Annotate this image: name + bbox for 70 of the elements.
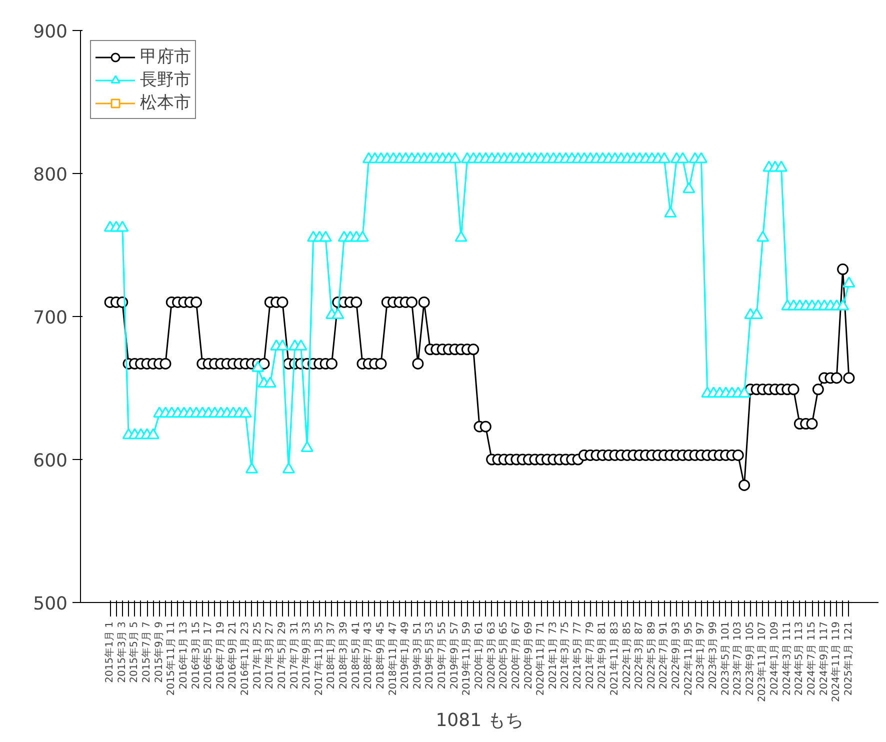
x-tick-label: 2020年1月 61 (473, 621, 485, 690)
x-tick-label: 2024年5月 113 (793, 622, 806, 696)
x-tick-label: 2016年9月 21 (226, 621, 239, 690)
x-tick-label: 2016年5月 17 (202, 621, 214, 690)
x-tick-label: 2019年9月 57 (448, 621, 460, 690)
x-tick-label: 2018年1月 37 (325, 621, 338, 690)
x-axis-title: 1081 もち (436, 710, 524, 731)
x-tick-label: 2018年11月 47 (386, 622, 399, 696)
x-tick-label: 2017年5月 29 (276, 621, 288, 690)
x-tick-label: 2018年7月 43 (362, 621, 374, 690)
x-tick-label: 2021年11月 83 (608, 622, 620, 696)
x-tick-label: 2020年3月 63 (485, 621, 498, 690)
x-tick-label: 2024年11月 119 (830, 621, 842, 702)
legend-label: 松本市 (140, 92, 191, 114)
x-tick-label: 2019年7月 55 (436, 621, 448, 690)
x-tick-label: 2018年3月 39 (338, 621, 350, 690)
x-tick-label: 2020年5月 65 (498, 621, 510, 690)
x-tick-label: 2017年7月 31 (288, 621, 300, 690)
y-tick-label: 700 (33, 308, 68, 328)
x-tick-label: 2021年7月 79 (584, 621, 596, 690)
x-tick-label: 2021年9月 81 (596, 621, 608, 690)
x-tick-label: 2019年1月 49 (399, 621, 412, 690)
x-tick-label: 2020年11月 71 (534, 622, 547, 696)
x-tick-label: 2020年7月 67 (510, 621, 522, 690)
x-tick-label: 2023年9月 105 (744, 622, 756, 696)
x-tick-label: 2016年7月 19 (214, 621, 226, 690)
x-tick-label: 2019年3月 51 (411, 621, 424, 690)
x-tick-label: 2022年1月 85 (620, 621, 633, 690)
x-tick-label: 2018年5月 41 (350, 621, 362, 690)
x-tick-label: 2022年5月 89 (645, 621, 658, 690)
x-tick-label: 2023年3月 99 (706, 621, 719, 690)
x-tick-label: 2015年9月 9 (152, 621, 165, 683)
x-tick-label: 2022年3月 87 (633, 621, 646, 690)
x-tick-label: 2023年7月 103 (732, 622, 744, 696)
legend-label: 長野市 (140, 69, 191, 91)
x-tick-label: 2024年3月 111 (780, 622, 793, 696)
x-tick-label: 2019年5月 53 (424, 621, 436, 690)
x-tick-label: 2016年3月 15 (190, 621, 202, 690)
x-tick-label: 2015年1月 1 (104, 621, 116, 683)
x-tick-label: 2018年9月 45 (374, 621, 386, 690)
x-tick-label: 2023年1月 97 (694, 621, 707, 690)
x-tick-label: 2023年5月 101 (719, 622, 732, 696)
x-tick-label: 2024年9月 117 (818, 622, 830, 696)
y-tick-label: 800 (33, 164, 68, 186)
y-tick-label: 600 (33, 450, 68, 472)
x-tick-label: 2015年5月 5 (128, 621, 140, 683)
x-tick-label: 2022年7月 91 (658, 621, 670, 690)
x-tick-label: 2017年11月 35 (312, 622, 325, 696)
x-tick-label: 2025年1月 121 (842, 622, 854, 696)
x-tick-label: 2023年11月 107 (756, 621, 768, 702)
legend-label: 甲府市 (140, 46, 191, 68)
x-tick-label: 2024年7月 115 (806, 622, 818, 696)
y-tick-label: 500 (33, 594, 68, 614)
x-tick-label: 2016年1月 13 (177, 621, 190, 690)
x-tick-label: 2021年5月 77 (572, 621, 584, 690)
x-tick-label: 2021年1月 73 (546, 621, 559, 690)
x-tick-label: 2015年7月 7 (140, 621, 152, 683)
x-tick-label: 2017年9月 33 (300, 621, 313, 690)
x-tick-label: 2024年1月 109 (768, 622, 781, 696)
x-tick-label: 2015年11月 11 (165, 622, 178, 696)
x-tick-label: 2020年9月 69 (522, 621, 534, 690)
x-tick-label: 2021年3月 75 (559, 621, 572, 690)
x-tick-label: 2022年11月 95 (682, 622, 694, 696)
x-tick-label: 2017年3月 27 (264, 621, 276, 690)
y-tick-label: 900 (33, 22, 68, 42)
x-tick-label: 2019年11月 59 (460, 622, 473, 696)
x-tick-label: 2017年1月 25 (251, 621, 264, 690)
x-tick-label: 2016年11月 23 (239, 622, 252, 696)
x-tick-label: 2015年3月 3 (116, 621, 128, 683)
x-tick-label: 2022年9月 93 (670, 621, 682, 690)
